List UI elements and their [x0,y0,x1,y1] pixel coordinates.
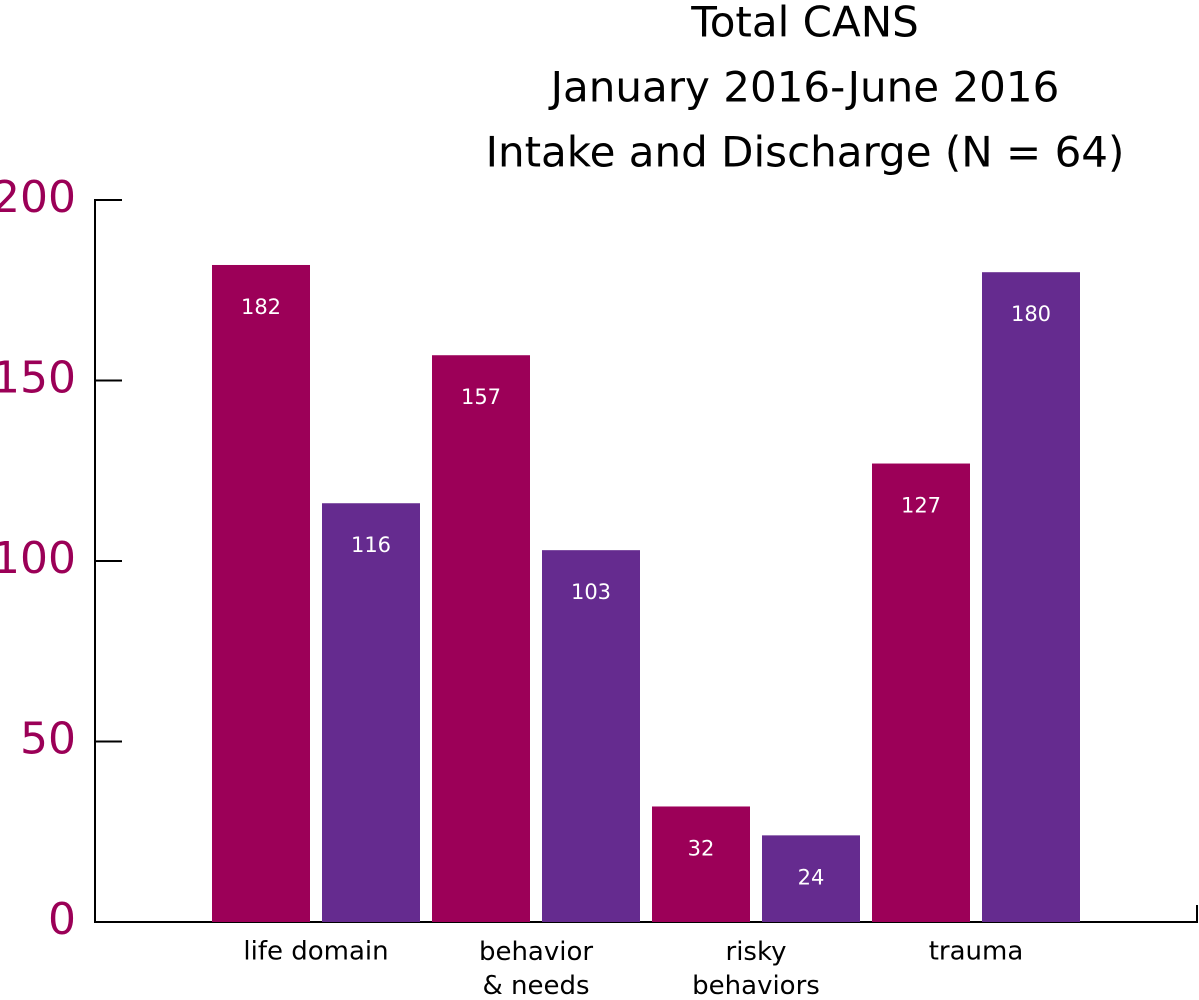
y-tick-label: 150 [0,353,76,404]
bar [322,503,420,922]
x-tick-label: risky behaviors [692,937,820,1000]
y-tick-label: 50 [20,714,76,765]
chart-title: Total CANS [690,0,919,47]
value-label: 24 [798,865,825,889]
bar [762,835,860,922]
x-tick-label: life domain [243,937,388,967]
value-label: 157 [461,385,501,409]
chart-title: January 2016-June 2016 [548,63,1060,112]
value-label: 127 [901,494,941,518]
chart-title: Intake and Discharge (N = 64) [486,128,1125,177]
value-label: 103 [571,580,611,604]
value-label: 32 [688,836,715,860]
bar [982,272,1080,922]
bar [652,806,750,922]
x-tick-label: trauma [929,937,1024,967]
value-label: 116 [351,533,391,557]
y-tick-label: 0 [48,894,76,945]
bar [542,550,640,922]
bar [212,264,310,923]
value-label: 182 [241,295,281,319]
x-tick-label: behavior & needs [479,937,593,1000]
bar [872,463,970,922]
y-tick-label: 200 [0,172,76,223]
bar [432,355,530,923]
value-label: 180 [1011,302,1051,326]
y-tick-label: 100 [0,533,76,584]
